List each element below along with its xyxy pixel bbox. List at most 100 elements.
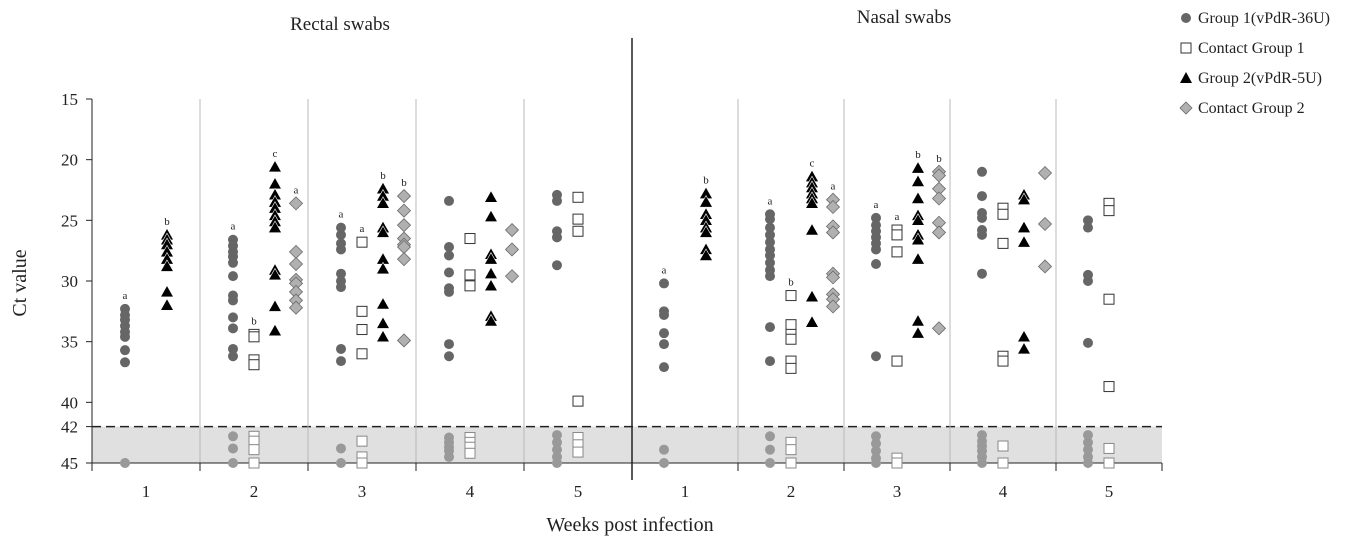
group1-point (977, 191, 987, 202)
group1-point (871, 351, 881, 362)
group2-point (375, 225, 391, 238)
group2-point (1016, 220, 1032, 233)
contact-group1-point (356, 305, 368, 317)
group1-point (659, 278, 669, 289)
group1-point (765, 271, 775, 282)
group1-point (120, 357, 130, 368)
contact-group1-point (891, 457, 903, 469)
group1-point (444, 286, 454, 297)
group1-point (871, 212, 881, 223)
significance-letter: a (360, 223, 365, 235)
group1-point (659, 339, 669, 350)
group2-point (804, 222, 820, 236)
group2-point (483, 266, 499, 280)
group1-point (228, 323, 238, 334)
legend-label: Contact Group 2 (1198, 100, 1305, 117)
group2-point (910, 252, 926, 265)
group1-point (120, 458, 130, 468)
contact-group2-point (825, 270, 841, 285)
group1-point (336, 443, 346, 454)
significance-letter: b (788, 277, 794, 289)
group2-point (1016, 235, 1032, 248)
group1-point (228, 295, 238, 306)
y-tick-label: 40 (61, 393, 78, 412)
group1-point (336, 458, 346, 468)
group1-point (336, 222, 346, 233)
group1-point (765, 214, 775, 225)
contact-group2-point (825, 199, 841, 215)
contact-group1-point (572, 225, 584, 237)
contact-group2-point (1037, 216, 1053, 232)
group1-point (765, 444, 775, 455)
contact-group2-point (504, 242, 520, 257)
group1-point (765, 356, 775, 367)
significance-letter: a (294, 184, 299, 196)
significance-letter: c (810, 158, 815, 170)
contact-group1-point (1103, 293, 1115, 305)
significance-letter: b (936, 153, 942, 165)
group1-point (552, 437, 562, 448)
contact-group2-point (1037, 259, 1053, 274)
group1-point (659, 309, 669, 320)
group2-point (910, 174, 926, 187)
panel-title-nasal: Nasal swabs (857, 7, 951, 28)
group2-point (698, 195, 714, 208)
group2-point (375, 261, 391, 275)
y-tick-label: 20 (61, 151, 78, 170)
y-tick-label: 35 (61, 333, 78, 352)
x-tick-label: 5 (574, 482, 583, 501)
x-axis-title: Weeks post infection (546, 514, 713, 536)
group1-point (228, 431, 238, 442)
contact-group1-point (891, 246, 903, 258)
group1-point (765, 322, 775, 333)
contact-group1-point (356, 236, 368, 248)
group2-point (267, 267, 283, 281)
group1-point (977, 229, 987, 240)
group2-point (698, 248, 714, 261)
contact-group1-point (572, 446, 584, 458)
group2-point (910, 232, 926, 246)
group1-point (228, 351, 238, 362)
legend-label: Contact Group 1 (1198, 40, 1305, 57)
group1-point (228, 443, 238, 454)
group2-point (910, 191, 926, 204)
group2-point (375, 329, 391, 343)
legend-label: Group 2(vPdR-5U) (1198, 70, 1322, 87)
group1-point (552, 195, 562, 206)
group2-point (267, 220, 283, 233)
group1-point (444, 267, 454, 278)
contact-group1-point (356, 457, 368, 469)
group1-point (1083, 444, 1093, 455)
contact-group2-point (396, 218, 412, 233)
y-tick-label: 42 (61, 418, 78, 437)
contact-group1-point (785, 319, 797, 331)
group1-point (871, 259, 881, 270)
significance-letter: b (703, 175, 709, 187)
contact-group1-point (572, 395, 584, 407)
group1-point (765, 250, 775, 261)
contact-group1-point (785, 457, 797, 469)
data-points-layer (120, 159, 1115, 469)
contact-group2-point (1037, 165, 1053, 181)
group1-point (336, 244, 346, 255)
contact-group2-point (396, 252, 412, 267)
contact-group1-point (464, 447, 476, 459)
group1-point (977, 458, 987, 468)
x-tick-label: 4 (999, 482, 1008, 501)
contact-group2-point (396, 203, 412, 218)
group1-point (659, 458, 669, 468)
contact-group1-point (785, 333, 797, 345)
group1-point (1083, 276, 1093, 286)
group1-point (1083, 437, 1093, 448)
contact-group1-point (997, 440, 1009, 452)
group1-point (765, 222, 775, 233)
y-tick-label: 45 (61, 454, 78, 473)
group2-point (910, 326, 926, 339)
contact-group1-point (356, 435, 368, 447)
gridline-layer (199, 99, 1057, 463)
x-tick-label: 2 (787, 482, 796, 501)
y-tick-label: 15 (61, 90, 78, 109)
contact-group1-point (248, 359, 260, 371)
group1-point (228, 312, 238, 323)
group2-point (159, 284, 175, 298)
